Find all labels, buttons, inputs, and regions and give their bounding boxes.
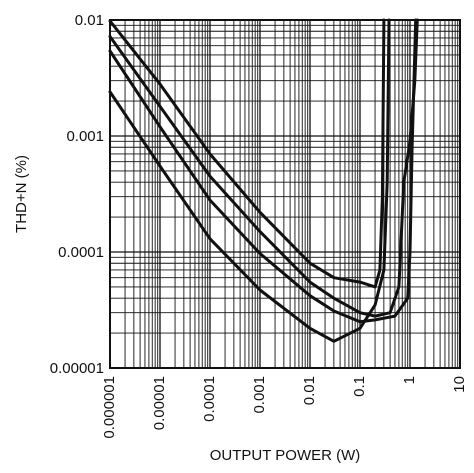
x-tick-label: 0.001: [251, 376, 268, 414]
series-layer: [108, 18, 419, 343]
y-tick-label: 0.01: [75, 12, 104, 29]
series-line-3: [108, 18, 419, 318]
y-tick-label: 0.001: [66, 128, 104, 145]
plot-frame: [109, 19, 461, 369]
x-tick-label: 0.01: [301, 376, 318, 405]
y-axis-title: THD+N (%): [13, 155, 30, 233]
y-tick-labels: 0.01 0.001 0.0001 0.00001: [50, 12, 104, 377]
x-tick-label: 0.000001: [101, 376, 118, 439]
x-tick-label: 0.1: [351, 376, 368, 397]
x-tick-label: 0.0001: [201, 376, 218, 422]
x-axis-title: OUTPUT POWER (W): [210, 447, 361, 464]
y-tick-label: 0.0001: [58, 244, 104, 261]
x-tick-label: 0.00001: [151, 376, 168, 430]
x-tick-labels: 0.000001 0.00001 0.0001 0.001 0.01 0.1 1 10: [101, 376, 468, 439]
x-tick-label: 1: [401, 376, 418, 384]
series-line-1: [108, 18, 391, 343]
series-line-4: [108, 18, 386, 289]
x-tick-label: 10: [451, 376, 468, 393]
y-tick-label: 0.00001: [50, 360, 104, 377]
series-line-2: [108, 18, 418, 324]
